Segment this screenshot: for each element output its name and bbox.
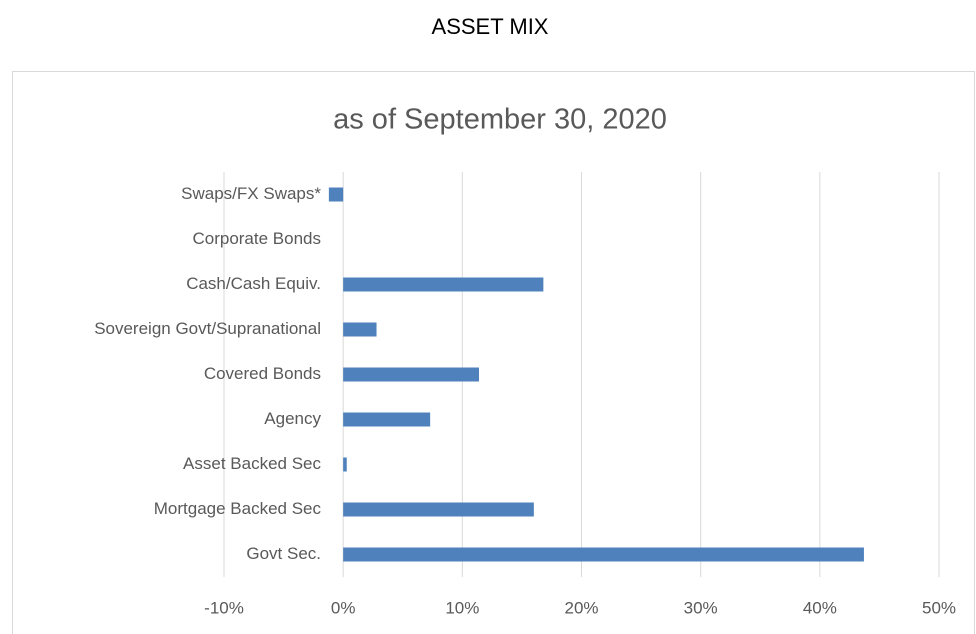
bar xyxy=(343,502,534,517)
chart-title: as of September 30, 2020 xyxy=(333,104,667,136)
y-tick-label: Govt Sec. xyxy=(246,544,321,563)
y-tick-label: Covered Bonds xyxy=(204,364,321,383)
bar xyxy=(343,412,431,427)
bar xyxy=(343,367,480,382)
chart-frame xyxy=(12,71,975,634)
bar xyxy=(328,187,344,202)
y-tick-label: Agency xyxy=(264,409,321,428)
x-tick-label: 20% xyxy=(564,598,598,617)
bar xyxy=(343,457,347,472)
y-tick-label: Mortgage Backed Sec xyxy=(154,499,322,518)
bar xyxy=(343,547,864,562)
y-tick-label: Swaps/FX Swaps* xyxy=(181,184,321,203)
bar xyxy=(343,277,544,292)
page-title: ASSET MIX xyxy=(432,14,549,39)
y-tick-label: Asset Backed Sec xyxy=(183,454,321,473)
y-tick-label: Sovereign Govt/Supranational xyxy=(94,319,321,338)
x-tick-label: 30% xyxy=(684,598,718,617)
x-tick-label: 40% xyxy=(803,598,837,617)
x-tick-label: 10% xyxy=(445,598,479,617)
x-tick-label: 50% xyxy=(922,598,956,617)
x-tick-label: 0% xyxy=(331,598,356,617)
y-tick-label: Corporate Bonds xyxy=(192,229,321,248)
bar xyxy=(343,322,377,337)
y-tick-label: Cash/Cash Equiv. xyxy=(186,274,321,293)
x-tick-label: -10% xyxy=(204,598,244,617)
